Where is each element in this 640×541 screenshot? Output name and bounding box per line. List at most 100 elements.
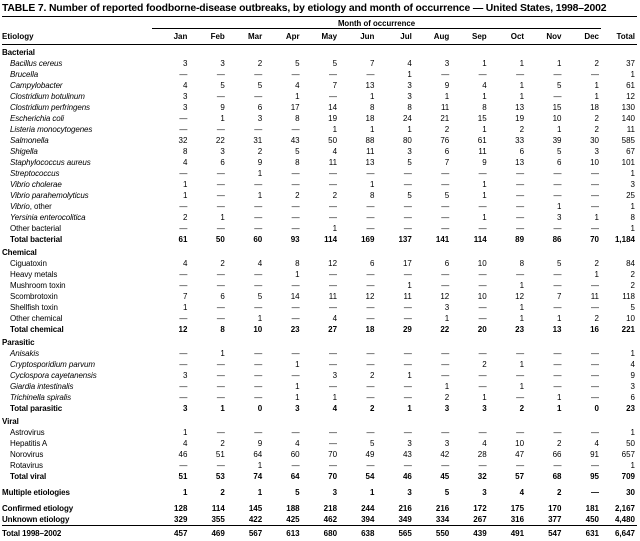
value-cell: 316 <box>510 515 525 524</box>
table-header: Month of occurrence Etiology Jan Feb Mar… <box>2 18 637 45</box>
empty-cell <box>152 45 637 59</box>
value-cell: 20 <box>477 325 487 334</box>
value-cell: 3 <box>182 59 188 68</box>
value-cell: 2 <box>444 393 450 402</box>
etiology-label: Anisakis <box>10 349 39 358</box>
value-cell: 3 <box>444 404 450 413</box>
value-cell: 16 <box>590 325 599 334</box>
total-value-cell: 1 <box>630 349 635 358</box>
etiology-label: Trichinella spiralis <box>10 393 71 402</box>
value-cell: — <box>516 270 525 279</box>
table-row-bacillus-cereus: Bacillus cereus 3 3 2 5 5 7 4 3 1 1 1 2 37 <box>2 58 637 69</box>
value-cell: — <box>179 281 188 290</box>
value-cell: — <box>291 371 300 380</box>
value-cell: — <box>553 382 562 391</box>
value-cell: 1 <box>332 125 338 134</box>
value-cell: 6 <box>220 158 225 167</box>
value-cell: 3 <box>182 371 188 380</box>
value-cell: — <box>591 349 599 358</box>
value-cell: 14 <box>328 103 338 112</box>
value-cell: 1 <box>594 270 599 279</box>
value-cell: 6 <box>257 103 263 112</box>
value-cell: 39 <box>552 136 562 145</box>
value-cell: 4 <box>332 314 338 323</box>
value-cell: — <box>291 213 300 222</box>
etiology-label: Bacillus cereus <box>10 59 63 68</box>
total-value-cell: 5 <box>630 303 635 312</box>
value-cell: — <box>329 382 338 391</box>
value-cell: — <box>516 191 525 200</box>
value-cell: — <box>516 393 525 402</box>
value-cell: — <box>591 461 599 470</box>
value-cell: — <box>591 180 599 189</box>
value-cell: — <box>329 169 338 178</box>
value-cell: 1 <box>369 488 375 497</box>
value-cell: — <box>216 92 225 101</box>
value-cell: 128 <box>174 504 188 513</box>
value-cell: 457 <box>152 525 190 541</box>
value-cell: 43 <box>402 450 412 459</box>
value-cell: 3 <box>444 439 450 448</box>
value-cell: 2 <box>444 125 450 134</box>
value-cell: 2 <box>519 125 525 134</box>
value-cell: — <box>441 180 450 189</box>
value-cell: 9 <box>444 81 450 90</box>
etiology-label: Shigella <box>10 147 38 156</box>
value-cell: — <box>291 281 300 290</box>
value-cell: 11 <box>403 292 412 301</box>
value-cell: — <box>366 303 375 312</box>
value-cell: 1 <box>407 281 412 290</box>
value-cell: 9 <box>257 439 263 448</box>
value-cell: 6 <box>444 259 450 268</box>
value-cell: 2 <box>182 213 188 222</box>
value-cell: 2 <box>295 191 300 200</box>
value-cell: — <box>403 202 412 211</box>
value-cell: — <box>366 224 375 233</box>
table-row-ciguatoxin: Ciguatoxin 4 2 4 8 12 6 17 6 10 8 5 2 84 <box>2 258 637 269</box>
value-cell: 27 <box>328 325 338 334</box>
table-row-unknown-etiology: Unknown etiology 329 355 422 425 462 394 349 334… <box>2 514 637 526</box>
value-cell: — <box>216 382 225 391</box>
etiology-label: Total chemical <box>10 325 64 334</box>
month-of-occurrence-header: Month of occurrence <box>152 18 601 29</box>
value-cell: 9 <box>220 103 225 112</box>
value-cell: 613 <box>264 525 302 541</box>
value-cell: 1 <box>519 360 525 369</box>
value-cell: 0 <box>594 404 599 413</box>
table-row-total-viral: Total viral 51 53 74 64 70 54 46 45 32 57 68 95 709 <box>2 471 637 482</box>
table-row-scombrotoxin: Scombrotoxin 7 6 5 14 11 12 11 12 10 12 7 11 118 <box>2 291 637 302</box>
table-row-clostridium-botulinum: Clostridium botulinum 3 — — 1 — 1 3 1 1 1 — 1 12 <box>2 91 637 102</box>
value-cell: 1 <box>220 213 225 222</box>
table-row-listeria-monocytogenes: Listeria monocytogenes — — — —1 1 1 2 1 2 1 2 11 <box>2 124 637 135</box>
value-cell: 70 <box>328 450 338 459</box>
value-cell: — <box>254 349 263 358</box>
value-cell: — <box>291 125 300 134</box>
value-cell: — <box>591 360 599 369</box>
etiology-label: Listeria monocytogenes <box>10 125 93 134</box>
value-cell: — <box>591 224 599 233</box>
value-cell: — <box>516 224 525 233</box>
value-cell: — <box>254 202 263 211</box>
total-value-cell: 11 <box>626 125 635 134</box>
value-cell: — <box>553 270 562 279</box>
value-cell: — <box>216 169 225 178</box>
value-cell: — <box>291 180 300 189</box>
table-row-salmonella: Salmonella 32 22 31 43 50 88 80 76 61 33 39 30 585 <box>2 135 637 146</box>
value-cell: 60 <box>253 235 263 244</box>
table-row-total-chemical: Total chemical 12 8 10 23 27 18 29 22 20 23 13 16 221 <box>2 324 637 335</box>
value-cell: 1 <box>557 202 562 211</box>
value-cell: 1 <box>444 382 450 391</box>
value-cell: — <box>403 314 412 323</box>
value-cell: 5 <box>220 81 225 90</box>
value-cell: 1 <box>332 393 338 402</box>
value-cell: 5 <box>332 59 338 68</box>
value-cell: 2 <box>594 114 599 123</box>
value-cell: 47 <box>515 450 525 459</box>
total-value-cell: 67 <box>626 147 635 156</box>
value-cell: — <box>478 461 487 470</box>
value-cell: 547 <box>526 525 564 541</box>
column-header-mar: Mar <box>226 28 265 45</box>
etiology-label: Clostridium botulinum <box>10 92 85 101</box>
etiology-label: Vibrio cholerae <box>10 180 62 189</box>
